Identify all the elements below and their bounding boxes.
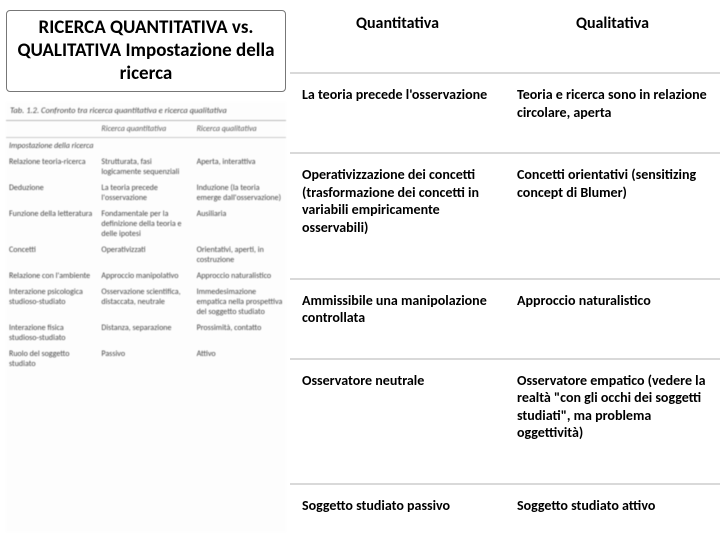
table-row: Operativizzazione dei concetti (trasform…	[290, 153, 720, 279]
scan-cell: Fondamentale per la definizione della te…	[98, 206, 193, 242]
scan-cell: Interazione psicologica studioso-studiat…	[6, 284, 98, 320]
scan-cell: Funzione della letteratura	[6, 206, 98, 242]
scan-cell: Relazione con l'ambiente	[6, 268, 98, 284]
col-qualitativa: Qualitativa	[505, 0, 720, 73]
col-quantitativa: Quantitativa	[290, 0, 505, 73]
scan-cell: Attivo	[194, 346, 286, 372]
scan-row: Ruolo del soggetto studiatoPassivoAttivo	[6, 346, 286, 372]
cell-quant: Osservatore neutrale	[290, 359, 505, 485]
scan-row: Relazione teoria-ricercaStrutturata, fas…	[6, 154, 286, 180]
slide: RICERCA QUANTITATIVA vs. QUALITATIVA Imp…	[0, 0, 720, 540]
scan-row: Relazione con l'ambienteApproccio manipo…	[6, 268, 286, 284]
scan-cell: Ruolo del soggetto studiato	[6, 346, 98, 372]
scan-cell: Operativizzati	[98, 242, 193, 268]
cell-qual: Soggetto studiato attivo	[505, 484, 720, 540]
table-row: Ammissibile una manipolazione controllat…	[290, 279, 720, 359]
cell-quant: Ammissibile una manipolazione controllat…	[290, 279, 505, 359]
scan-cell: Approccio manipolativo	[98, 268, 193, 284]
scan-row: DeduzioneLa teoria precede l'osservazion…	[6, 180, 286, 206]
cell-qual: Approccio naturalistico	[505, 279, 720, 359]
scan-row: ConcettiOperativizzatiOrientativi, apert…	[6, 242, 286, 268]
scan-h2: Ricerca qualitativa	[194, 121, 286, 138]
scan-cell: Aperta, interattiva	[194, 154, 286, 180]
scan-cell: Ausiliaria	[194, 206, 286, 242]
scan-cell: Relazione teoria-ricerca	[6, 154, 98, 180]
scan-cell: Strutturata, fasi logicamente sequenzial…	[98, 154, 193, 180]
scan-section-row: Impostazione della ricerca	[6, 138, 286, 155]
table-row: Osservatore neutrale Osservatore empatic…	[290, 359, 720, 485]
scan-cell: Osservazione scientifica, distaccata, ne…	[98, 284, 193, 320]
cell-qual: Concetti orientativi (sensitizing concep…	[505, 153, 720, 279]
cell-quant: Soggetto studiato passivo	[290, 484, 505, 540]
scan-row: Funzione della letteraturaFondamentale p…	[6, 206, 286, 242]
slide-title: RICERCA QUANTITATIVA vs. QUALITATIVA Imp…	[6, 10, 286, 92]
scan-h0	[6, 121, 98, 138]
scan-caption: Tab. 1.2. Confronto tra ricerca quantita…	[6, 102, 286, 121]
scan-section: Impostazione della ricerca	[6, 138, 286, 155]
scan-row: Interazione fisica studioso-studiatoDist…	[6, 320, 286, 346]
scan-row: Interazione psicologica studioso-studiat…	[6, 284, 286, 320]
scan-cell: Passivo	[98, 346, 193, 372]
cell-quant: Operativizzazione dei concetti (trasform…	[290, 153, 505, 279]
scan-cell: La teoria precede l'osservazione	[98, 180, 193, 206]
scan-cell: Concetti	[6, 242, 98, 268]
scan-cell: Immedesimazione empatica nella prospetti…	[194, 284, 286, 320]
scan-cell: Deduzione	[6, 180, 98, 206]
header-row: Quantitativa Qualitativa	[290, 0, 720, 73]
scan-cell: Prossimità, contatto	[194, 320, 286, 346]
scan-cell: Interazione fisica studioso-studiato	[6, 320, 98, 346]
scan-cell: Distanza, separazione	[98, 320, 193, 346]
table-row: Soggetto studiato passivo Soggetto studi…	[290, 484, 720, 540]
cell-qual: Osservatore empatico (vedere la realtà "…	[505, 359, 720, 485]
left-column: RICERCA QUANTITATIVA vs. QUALITATIVA Imp…	[0, 0, 290, 540]
comparison-table: Quantitativa Qualitativa La teoria prece…	[290, 0, 720, 540]
scan-h1: Ricerca quantitativa	[98, 121, 193, 138]
scan-header-row: Ricerca quantitativa Ricerca qualitativa	[6, 121, 286, 138]
cell-quant: La teoria precede l'osservazione	[290, 73, 505, 153]
right-column: Quantitativa Qualitativa La teoria prece…	[290, 0, 720, 540]
scan-cell: Orientativi, aperti, in costruzione	[194, 242, 286, 268]
scanned-table-image: Tab. 1.2. Confronto tra ricerca quantita…	[6, 102, 286, 532]
scan-cell: Induzione (la teoria emerge dall'osserva…	[194, 180, 286, 206]
table-row: La teoria precede l'osservazione Teoria …	[290, 73, 720, 153]
scan-cell: Approccio naturalistico	[194, 268, 286, 284]
cell-qual: Teoria e ricerca sono in relazione circo…	[505, 73, 720, 153]
scan-table: Ricerca quantitativa Ricerca qualitativa…	[6, 121, 286, 372]
